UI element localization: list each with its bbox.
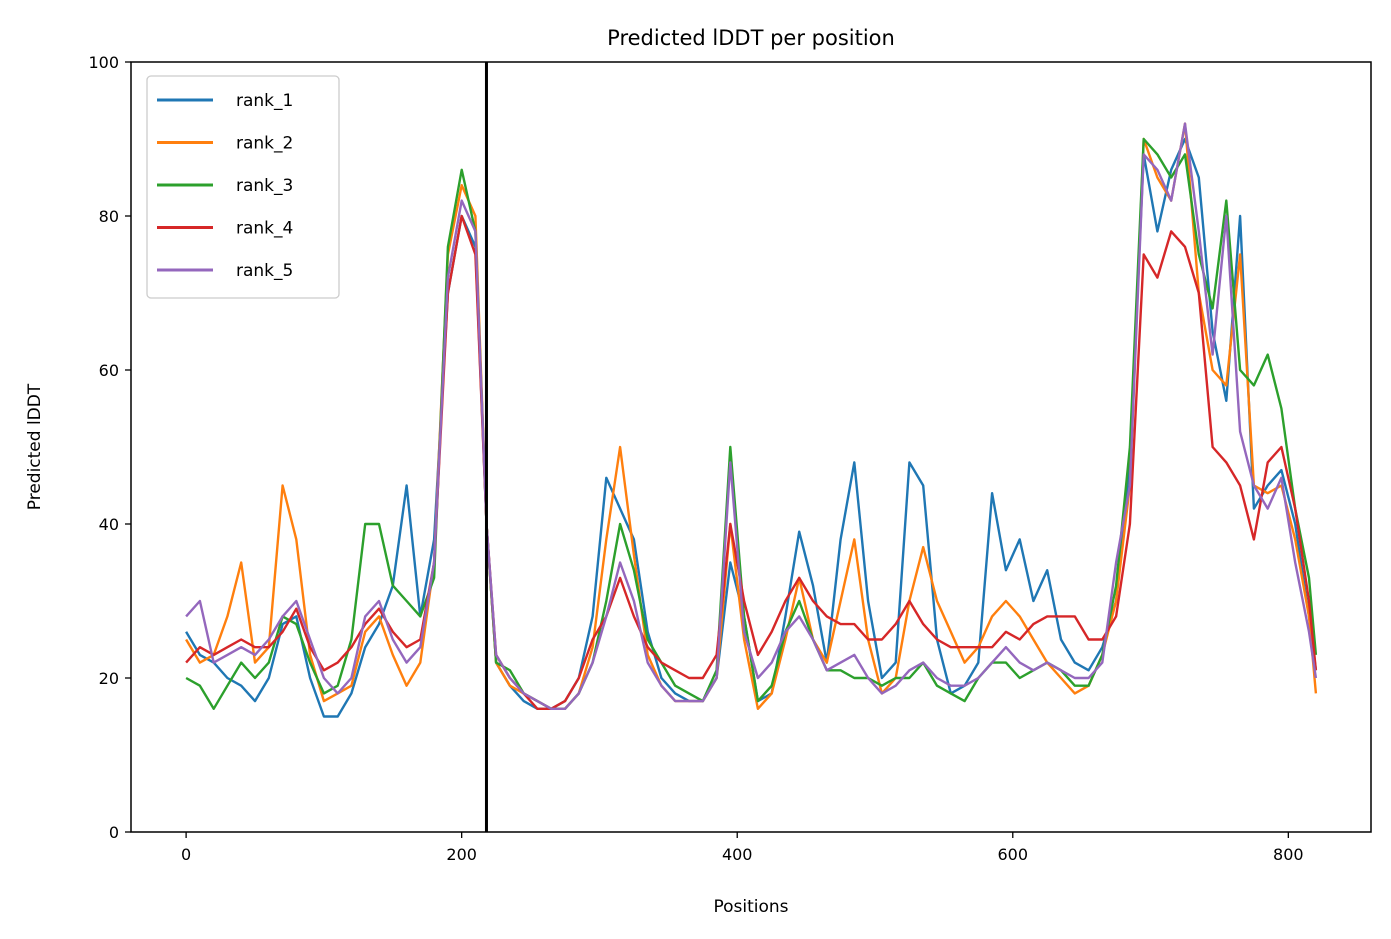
x-tick-label: 200: [446, 845, 477, 864]
legend-label-rank_2: rank_2: [236, 134, 293, 154]
x-axis-ticks: 0 200 400 600 800: [181, 832, 1304, 864]
legend-box: [146, 75, 340, 299]
x-tick-label: 400: [722, 845, 753, 864]
series-line-rank_4: [185, 214, 1318, 710]
series-line-rank_5: [185, 122, 1318, 710]
y-tick-label: 80: [99, 207, 119, 226]
plot-frame: [130, 61, 1372, 833]
legend-label-rank_3: rank_3: [236, 176, 293, 196]
y-tick-label: 40: [99, 515, 119, 534]
x-tick-label: 600: [998, 845, 1029, 864]
chart-title: Predicted lDDT per position: [607, 26, 895, 50]
legend-label-rank_1: rank_1: [236, 91, 293, 111]
y-tick-label: 100: [88, 53, 119, 72]
y-tick-label: 20: [99, 669, 119, 688]
series-layer: [185, 122, 1318, 718]
y-tick-label: 60: [99, 361, 119, 380]
legend-label-rank_4: rank_4: [236, 219, 293, 239]
y-axis-label: Predicted lDDT: [25, 383, 45, 510]
legend: rank_1 rank_2 rank_3 rank_4 rank_5: [146, 75, 340, 299]
x-axis-label: Positions: [713, 897, 788, 917]
x-tick-label: 0: [181, 845, 191, 864]
x-tick-label: 800: [1273, 845, 1304, 864]
legend-label-rank_5: rank_5: [236, 261, 293, 281]
y-axis-ticks: 0 20 40 60 80 100: [88, 53, 131, 842]
y-tick-label: 0: [109, 823, 119, 842]
